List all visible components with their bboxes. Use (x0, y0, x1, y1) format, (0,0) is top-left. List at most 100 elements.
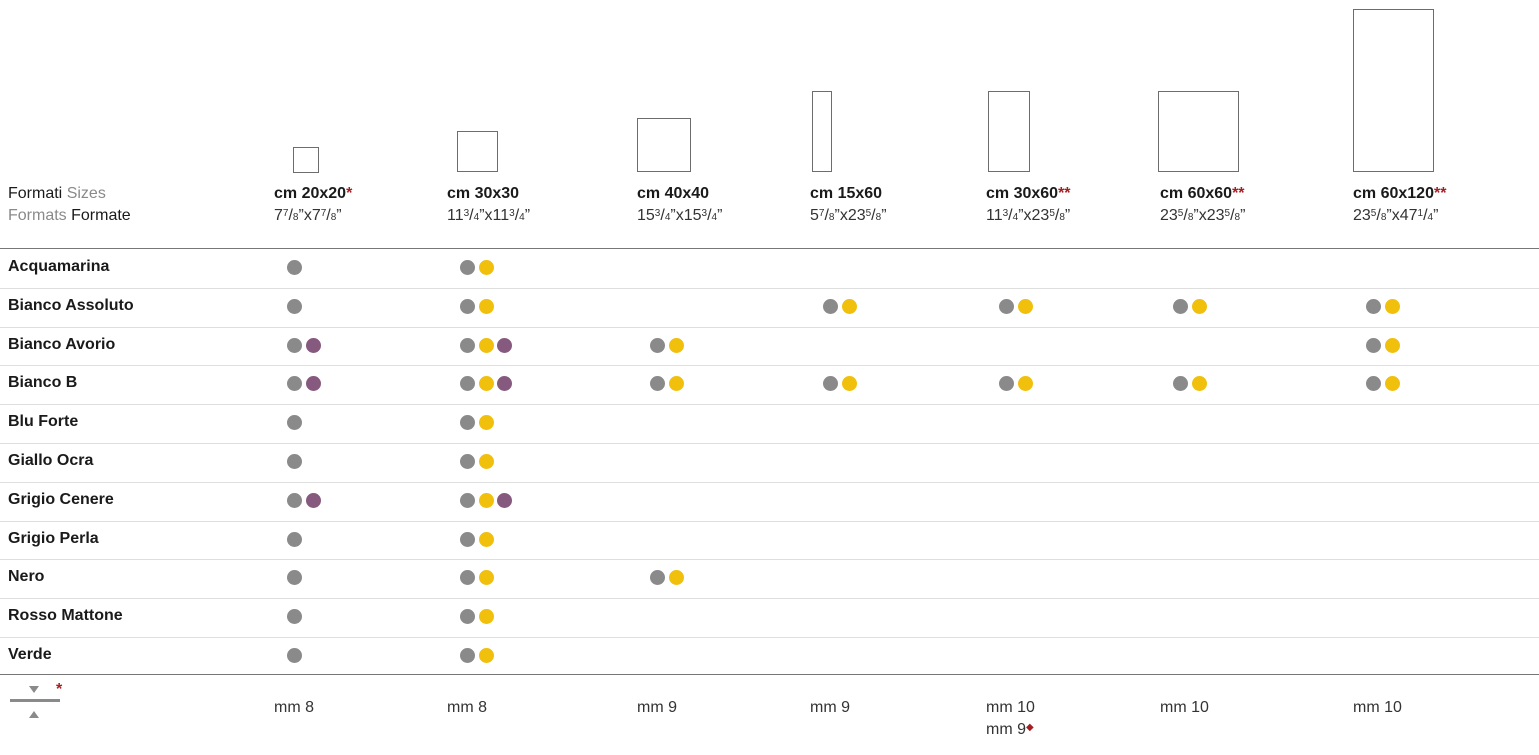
availability-dot-grey (650, 570, 665, 586)
availability-dot-grey (460, 570, 475, 586)
inch-slash: / (660, 207, 665, 224)
inch-w-int: 5 (810, 207, 819, 224)
inch-h-den: 8 (1234, 212, 1241, 223)
header-formats-formate: Formats Formate (8, 207, 131, 225)
availability-dot-yellow (668, 376, 684, 392)
availability-dot-grey (287, 531, 302, 547)
availability-dot-grey (460, 454, 475, 469)
inch-mark: ” (1240, 207, 1246, 224)
inch-slash: / (707, 207, 712, 224)
row-divider (0, 287, 1539, 289)
size-title-text: cm 30x60 (986, 185, 1059, 202)
availability-dot-grey (823, 298, 838, 314)
availability-dot-yellow (478, 609, 494, 625)
label-formats: Formats (8, 207, 67, 224)
inch-w-num: 7 (282, 208, 289, 219)
thickness-value: mm 8 (274, 699, 314, 716)
row-divider (0, 481, 1539, 483)
availability-dot-grey (460, 415, 475, 431)
size-title: cm 60x120** (1353, 185, 1446, 203)
inch-h-num: 1 (1417, 208, 1424, 219)
availability-dot-grey (999, 376, 1014, 392)
row-name: Verde (8, 646, 52, 663)
size-stars: ** (1232, 185, 1245, 202)
size-inches: 153/4”x153/4” (637, 207, 722, 225)
diamond-mark: ◆ (1026, 722, 1034, 733)
availability-dot-grey (650, 376, 665, 392)
inch-h-int: 47 (1399, 207, 1418, 224)
inch-slash: / (326, 207, 331, 224)
availability-dot-yellow (478, 260, 494, 275)
availability-dot-grey (287, 609, 302, 625)
availability-dot-purple (305, 492, 321, 508)
inch-w-den: 8 (1187, 212, 1194, 223)
size-inches: 77/8”x77/8” (274, 207, 342, 225)
size-inches: 113/4”x235/8” (986, 207, 1070, 225)
inch-w-num: 3 (654, 208, 661, 219)
row-divider (0, 559, 1539, 561)
availability-dot-yellow (478, 337, 494, 353)
inch-h-num: 3 (701, 208, 708, 219)
thickness-value: mm 10 (986, 699, 1035, 716)
inch-h-den: 4 (519, 212, 525, 223)
inch-slash: / (288, 207, 293, 224)
size-stars: * (346, 185, 353, 202)
availability-dot-purple (305, 376, 321, 392)
inch-h-int: 15 (683, 207, 702, 224)
inch-h-num: 5 (865, 208, 872, 219)
row-divider (0, 326, 1539, 328)
inch-h-den: 8 (1059, 212, 1065, 223)
availability-dot-grey (460, 609, 475, 625)
row-divider (0, 443, 1539, 444)
availability-dot-grey (1173, 298, 1188, 314)
size-title: cm 20x20* (274, 185, 352, 203)
availability-dot-purple (497, 337, 512, 353)
size-title-text: cm 15x60 (810, 185, 883, 202)
availability-dot-grey (287, 260, 302, 275)
thickness-star: * (56, 681, 63, 698)
availability-dot-yellow (478, 415, 494, 431)
inch-w-num: 5 (1177, 208, 1184, 219)
size-inches: 113/4”x113/4” (447, 207, 530, 225)
inch-h-den: 8 (875, 212, 882, 223)
thickness-value: mm 10 (1353, 699, 1402, 716)
inch-w-int: 23 (1160, 207, 1178, 224)
inch-x: ”x (298, 207, 312, 224)
inch-w-int: 23 (1353, 207, 1371, 224)
availability-dot-yellow (1191, 376, 1207, 392)
availability-dot-yellow (478, 376, 494, 392)
availability-dot-grey (1366, 337, 1381, 353)
footer-rule (0, 674, 1539, 675)
thickness-value: mm 9 (810, 699, 850, 716)
availability-dot-grey (287, 648, 302, 663)
inch-h-int: 23 (1031, 207, 1050, 224)
row-name: Grigio Cenere (8, 490, 114, 508)
thickness-value: mm 10 (1160, 699, 1209, 716)
inch-w-int: 7 (274, 207, 283, 224)
availability-dot-grey (1173, 376, 1188, 392)
inch-h-int: 11 (492, 207, 510, 224)
inch-h-num: 3 (509, 208, 515, 219)
thickness-extra: mm 9◆ (986, 721, 1034, 739)
availability-dot-yellow (478, 648, 494, 663)
row-divider (0, 598, 1539, 600)
inch-w-int: 11 (447, 207, 464, 224)
header-formati-sizes: Formati Sizes (8, 185, 106, 203)
inch-slash: / (514, 207, 520, 224)
availability-dot-grey (287, 415, 302, 431)
inch-w-int: 11 (986, 207, 1003, 224)
availability-dot-purple (497, 376, 512, 392)
inch-slash: / (871, 207, 876, 224)
size-inches: 57/8”x235/8” (810, 207, 887, 225)
inch-h-den: 4 (711, 212, 718, 223)
size-title: cm 30x60** (986, 185, 1071, 203)
inch-x: ”x (1193, 207, 1207, 224)
thickness-value: mm 8 (447, 699, 487, 716)
row-name: Grigio Perla (8, 529, 99, 547)
tile-shape-30x60 (988, 91, 1030, 172)
availability-dot-yellow (668, 337, 684, 353)
inch-mark: ” (1064, 207, 1071, 224)
availability-dot-yellow (1384, 298, 1400, 314)
row-divider (0, 365, 1539, 367)
inch-h-den: 4 (1427, 212, 1434, 223)
